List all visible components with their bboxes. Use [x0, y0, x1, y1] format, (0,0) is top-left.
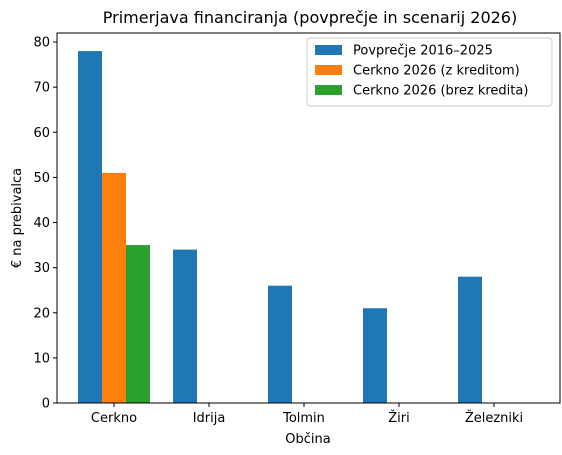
- x-axis-title: Občina: [285, 432, 330, 447]
- x-tick-label: Žiri: [388, 410, 409, 426]
- y-tick-label: 50: [33, 171, 50, 186]
- plot-frame: [56, 32, 561, 404]
- y-tick-label: 40: [33, 216, 50, 231]
- bar-cerkno-series-1: [78, 51, 102, 404]
- legend-entry: Povprečje 2016–2025: [353, 44, 493, 59]
- legend: Povprečje 2016–2025 Cerkno 2026 (z kredit…: [306, 37, 553, 107]
- legend-box: [306, 37, 553, 107]
- bar-cerkno-series-2: [102, 172, 126, 403]
- y-tick-label: 20: [33, 306, 50, 321]
- x-tick-label: Tolmin: [282, 411, 325, 426]
- x-tick-label: Cerkno: [91, 411, 137, 426]
- legend-entry: Cerkno 2026 (brez kredita): [353, 84, 528, 99]
- bar-žiri-series-1: [363, 308, 387, 403]
- y-tick-label: 0: [42, 397, 50, 412]
- bars-layer: [78, 51, 482, 404]
- legend-swatch: [315, 45, 342, 55]
- x-tick-label: Železniki: [465, 410, 523, 426]
- chart-title: Primerjava financiranja (povprečje in sc…: [103, 8, 517, 27]
- y-tick-label: 60: [33, 126, 50, 141]
- legend-entry: Cerkno 2026 (z kreditom): [353, 64, 520, 79]
- legend-swatch: [315, 65, 342, 75]
- legend-swatch: [315, 85, 342, 95]
- y-axis: 0 10 20 30 40 50 60 70 80: [33, 36, 57, 412]
- y-tick-label: 30: [33, 261, 50, 276]
- bar-železniki-series-1: [458, 276, 482, 403]
- y-tick-label: 70: [33, 81, 50, 96]
- x-tick-label: Idrija: [193, 411, 226, 426]
- bar-cerkno-series-3: [126, 245, 150, 403]
- x-axis: Cerkno Idrija Tolmin Žiri Železniki: [91, 403, 523, 426]
- y-axis-title: € na prebivalca: [10, 168, 25, 268]
- y-tick-label: 10: [33, 351, 50, 366]
- y-tick-label: 80: [33, 36, 50, 51]
- bar-idrija-series-1: [173, 249, 197, 403]
- bar-tolmin-series-1: [268, 285, 292, 403]
